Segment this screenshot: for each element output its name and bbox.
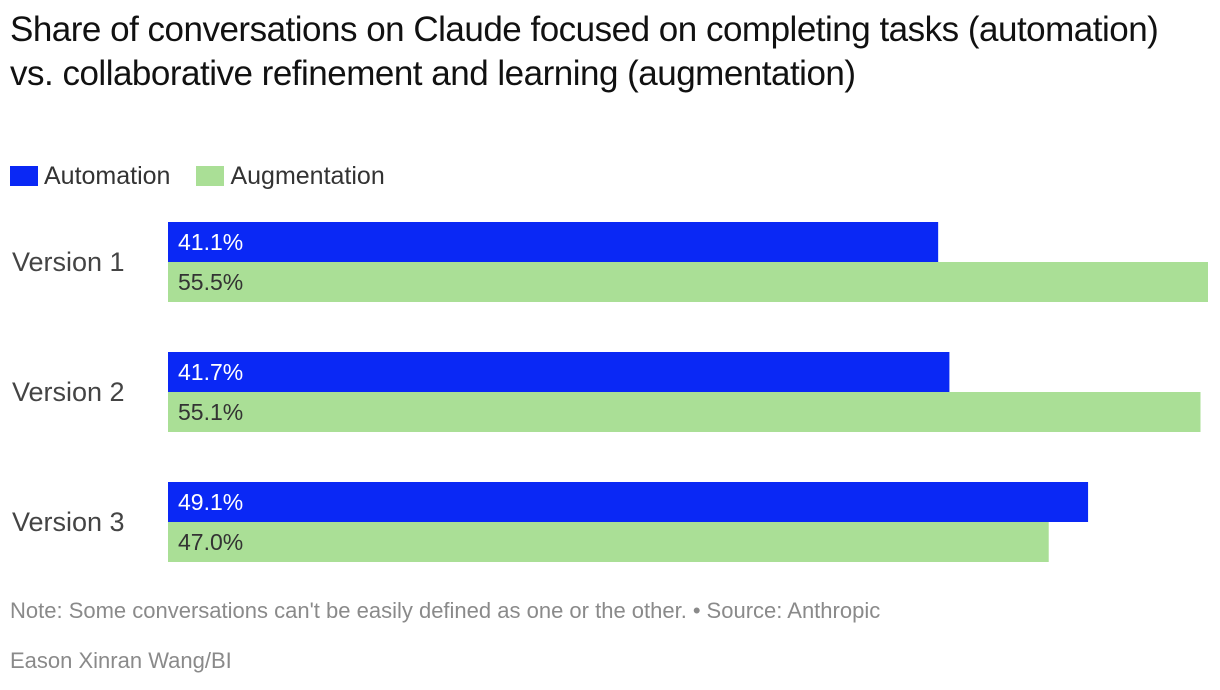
bar-chart: Version 1 41.1% 55.5% Version 2 41.7% 55.1% Ve… xyxy=(12,222,1208,562)
legend: Automation Augmentation xyxy=(10,161,411,191)
data-label-automation-3: 49.1% xyxy=(178,489,243,515)
note-text: Note: Some conversations can't be easily… xyxy=(10,598,687,623)
chart-credit: Eason Xinran Wang/BI xyxy=(10,648,232,673)
legend-label-augmentation: Augmentation xyxy=(230,161,385,190)
note-separator: • xyxy=(692,598,701,623)
bar-augmentation-3 xyxy=(168,522,1049,562)
legend-swatch-augmentation xyxy=(196,166,225,186)
data-label-augmentation-1: 55.5% xyxy=(178,269,243,295)
data-label-automation-1: 41.1% xyxy=(178,229,243,255)
legend-swatch-automation xyxy=(10,166,38,186)
category-label-1: Version 1 xyxy=(12,247,125,277)
data-label-augmentation-2: 55.1% xyxy=(178,399,243,425)
bar-augmentation-1 xyxy=(168,262,1208,302)
data-label-automation-2: 41.7% xyxy=(178,359,243,385)
bar-automation-2 xyxy=(168,352,950,392)
bar-augmentation-2 xyxy=(168,392,1201,432)
category-label-3: Version 3 xyxy=(12,507,125,537)
category-label-2: Version 2 xyxy=(12,377,125,407)
legend-label-automation: Automation xyxy=(44,161,171,190)
bar-automation-3 xyxy=(168,482,1089,522)
source-text: Source: Anthropic xyxy=(706,598,881,623)
bar-automation-1 xyxy=(168,222,939,262)
chart-note: Note: Some conversations can't be easily… xyxy=(10,598,880,624)
legend-item-augmentation: Augmentation xyxy=(196,161,385,191)
chart-title: Share of conversations on Claude focused… xyxy=(10,10,1159,93)
data-label-augmentation-3: 47.0% xyxy=(178,529,243,555)
legend-item-automation: Automation xyxy=(10,162,170,191)
